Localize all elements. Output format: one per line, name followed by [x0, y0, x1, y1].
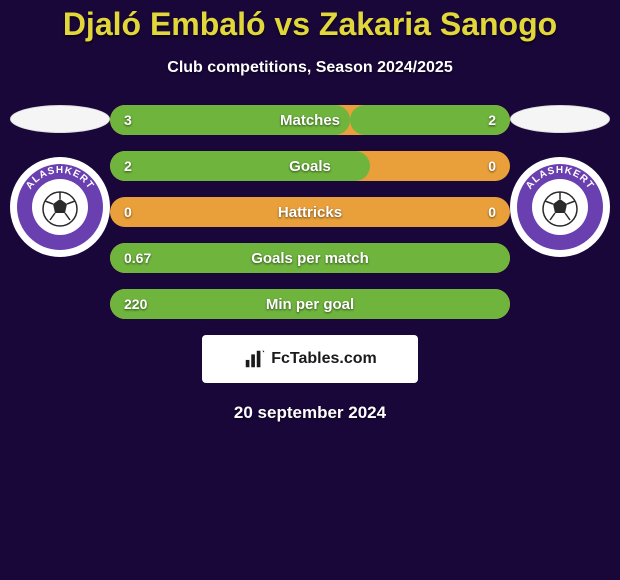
flag-left	[10, 105, 110, 133]
brand-box: FcTables.com	[202, 335, 418, 383]
flag-right	[510, 105, 610, 133]
stat-label: Hattricks	[110, 197, 510, 227]
stat-row: 32Matches	[110, 105, 510, 135]
club-badge-left: ALASHKERT	[10, 157, 110, 257]
stat-row: 00Hattricks	[110, 197, 510, 227]
stat-label: Min per goal	[110, 289, 510, 319]
comparison-stage: ALASHKERT	[0, 103, 620, 423]
date-text: 20 september 2024	[0, 403, 620, 423]
player-left-col: ALASHKERT	[5, 103, 115, 257]
subtitle: Club competitions, Season 2024/2025	[0, 59, 620, 77]
club-badge-right-svg: ALASHKERT	[510, 157, 610, 257]
stat-label: Goals	[110, 151, 510, 181]
brand-text: FcTables.com	[271, 350, 377, 368]
club-badge-left-svg: ALASHKERT	[10, 157, 110, 257]
stat-row: 20Goals	[110, 151, 510, 181]
club-badge-right: ALASHKERT	[510, 157, 610, 257]
stat-label: Matches	[110, 105, 510, 135]
player-right-col: ALASHKERT	[505, 103, 615, 257]
stat-row: 0.67Goals per match	[110, 243, 510, 273]
stat-bars: 32Matches 20Goals 00Hattricks 0.67Goals per…	[110, 103, 510, 319]
bars-icon	[243, 348, 265, 370]
stat-label: Goals per match	[110, 243, 510, 273]
stat-row: 220Min per goal	[110, 289, 510, 319]
page-title: Djaló Embaló vs Zakaria Sanogo	[0, 0, 620, 43]
